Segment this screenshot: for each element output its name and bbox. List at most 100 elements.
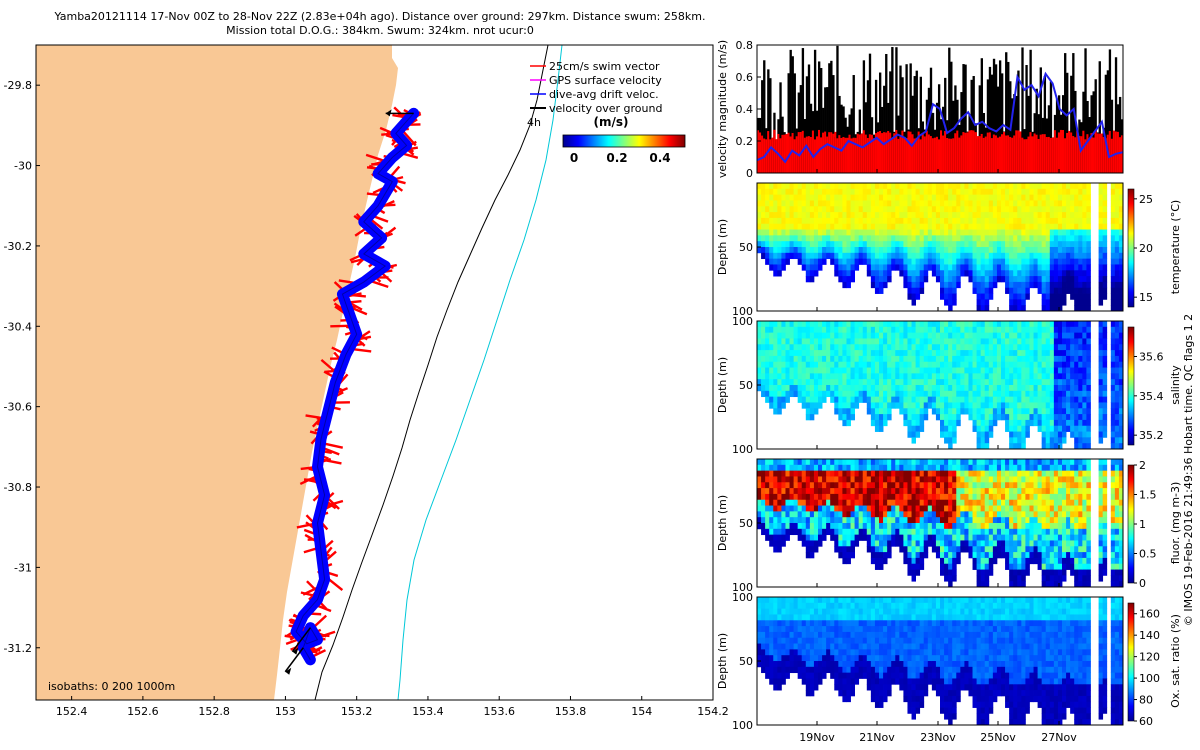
profile-cell — [883, 188, 888, 196]
profile-cell — [862, 212, 868, 219]
profile-cell — [927, 247, 933, 254]
profile-cell — [1110, 200, 1116, 207]
profile-cell — [862, 223, 868, 230]
profile-cell — [1017, 482, 1022, 489]
profile-cell — [988, 552, 994, 559]
profile-cell — [952, 569, 957, 576]
profile-cell — [834, 241, 839, 248]
profile-cell — [846, 361, 851, 368]
profile-cell — [854, 470, 860, 477]
profile-cell — [1110, 326, 1116, 334]
profile-cell — [805, 332, 811, 339]
profile-cell — [911, 223, 916, 230]
profile-cell — [1098, 188, 1104, 196]
profile-cell — [927, 332, 933, 339]
profile-cell — [968, 252, 973, 260]
profile-cell — [813, 493, 819, 501]
profile-cell — [964, 511, 969, 518]
profile-cell — [813, 252, 819, 260]
profile-cell — [883, 540, 888, 547]
profile-cell — [1017, 223, 1022, 230]
profile-cell — [773, 408, 778, 415]
profile-cell — [956, 367, 961, 374]
profile-cell — [866, 235, 872, 242]
profile-cell — [818, 235, 823, 242]
profile-cell — [858, 332, 864, 339]
profile-cell — [1057, 270, 1063, 277]
profile-cell — [899, 229, 904, 236]
profile-cell — [923, 546, 929, 553]
profile-cell — [1066, 264, 1071, 271]
profile-cell — [940, 264, 945, 271]
profile-cell — [846, 200, 851, 207]
profile-cell — [789, 321, 794, 328]
profile-cell — [874, 367, 880, 374]
profile-cell — [952, 276, 957, 283]
map-x-ticks: 152.4 152.6 152.8 153 153.2 153.4 153.6 153.8 15… — [56, 696, 729, 718]
profile-cell — [765, 534, 770, 541]
profile-cell — [948, 569, 953, 576]
profile-cell — [1013, 552, 1018, 559]
profile-cell — [858, 459, 864, 466]
profile-cell — [895, 361, 900, 368]
profile-cell — [1066, 206, 1071, 213]
profile-cell — [781, 534, 786, 541]
profile-cell — [874, 223, 880, 230]
profile-cell — [805, 326, 811, 334]
profile-cell — [956, 379, 961, 386]
profile-cell — [980, 581, 986, 588]
profile-cell — [1110, 212, 1116, 219]
profile-cell — [838, 276, 843, 283]
profile-cell — [988, 235, 994, 242]
ground-speed-bar — [1035, 88, 1038, 173]
profile-cell — [773, 206, 778, 213]
profile-cell — [1045, 408, 1051, 415]
profile-cell — [887, 350, 892, 357]
profile-cell — [842, 241, 847, 248]
profile-cell — [1070, 355, 1075, 363]
profile-cell — [813, 396, 819, 403]
profile-cell — [919, 379, 925, 386]
profile-cell — [891, 493, 896, 501]
profile-cell — [874, 540, 880, 547]
profile-cell — [895, 194, 900, 201]
profile-cell — [1021, 493, 1026, 501]
profile-cell — [1045, 419, 1051, 427]
profile-cell — [834, 200, 839, 207]
profile-cell — [948, 396, 953, 403]
profile-cell — [870, 396, 876, 403]
profile-cell — [996, 493, 1002, 501]
profile-cell — [822, 390, 827, 398]
profile-cell — [757, 493, 762, 501]
profile-cell — [777, 264, 782, 271]
profile-cell — [1001, 321, 1006, 328]
profile-cell — [793, 459, 799, 466]
profile-cell — [818, 241, 823, 248]
profile-cell — [785, 326, 790, 334]
profile-cell — [988, 344, 994, 351]
profile-cell — [891, 488, 896, 495]
profile-cell — [838, 379, 843, 386]
profile-cell — [813, 523, 819, 530]
profile-cell — [956, 247, 961, 254]
profile-cell — [1098, 241, 1104, 248]
profile-cell — [1017, 350, 1022, 357]
velocity-y-tick-label: 0.6 — [736, 71, 754, 84]
profile-cell — [940, 431, 945, 438]
profile-cell — [1074, 373, 1079, 380]
profile-cell — [891, 212, 896, 219]
profile-cell — [826, 499, 831, 506]
profile-cell — [980, 305, 986, 312]
profile-cell — [777, 332, 782, 339]
profile-cell — [866, 408, 872, 415]
profile-cell — [887, 499, 892, 506]
profile-cell — [944, 517, 949, 524]
profile-cell — [1013, 488, 1018, 495]
profile-cell — [846, 332, 851, 339]
profile-cell — [891, 505, 896, 512]
swim-speed-bar — [962, 132, 965, 173]
profile-cell — [781, 540, 786, 547]
profile-cell — [1102, 194, 1108, 201]
profile-cell — [813, 361, 819, 368]
profile-cell — [822, 332, 827, 339]
